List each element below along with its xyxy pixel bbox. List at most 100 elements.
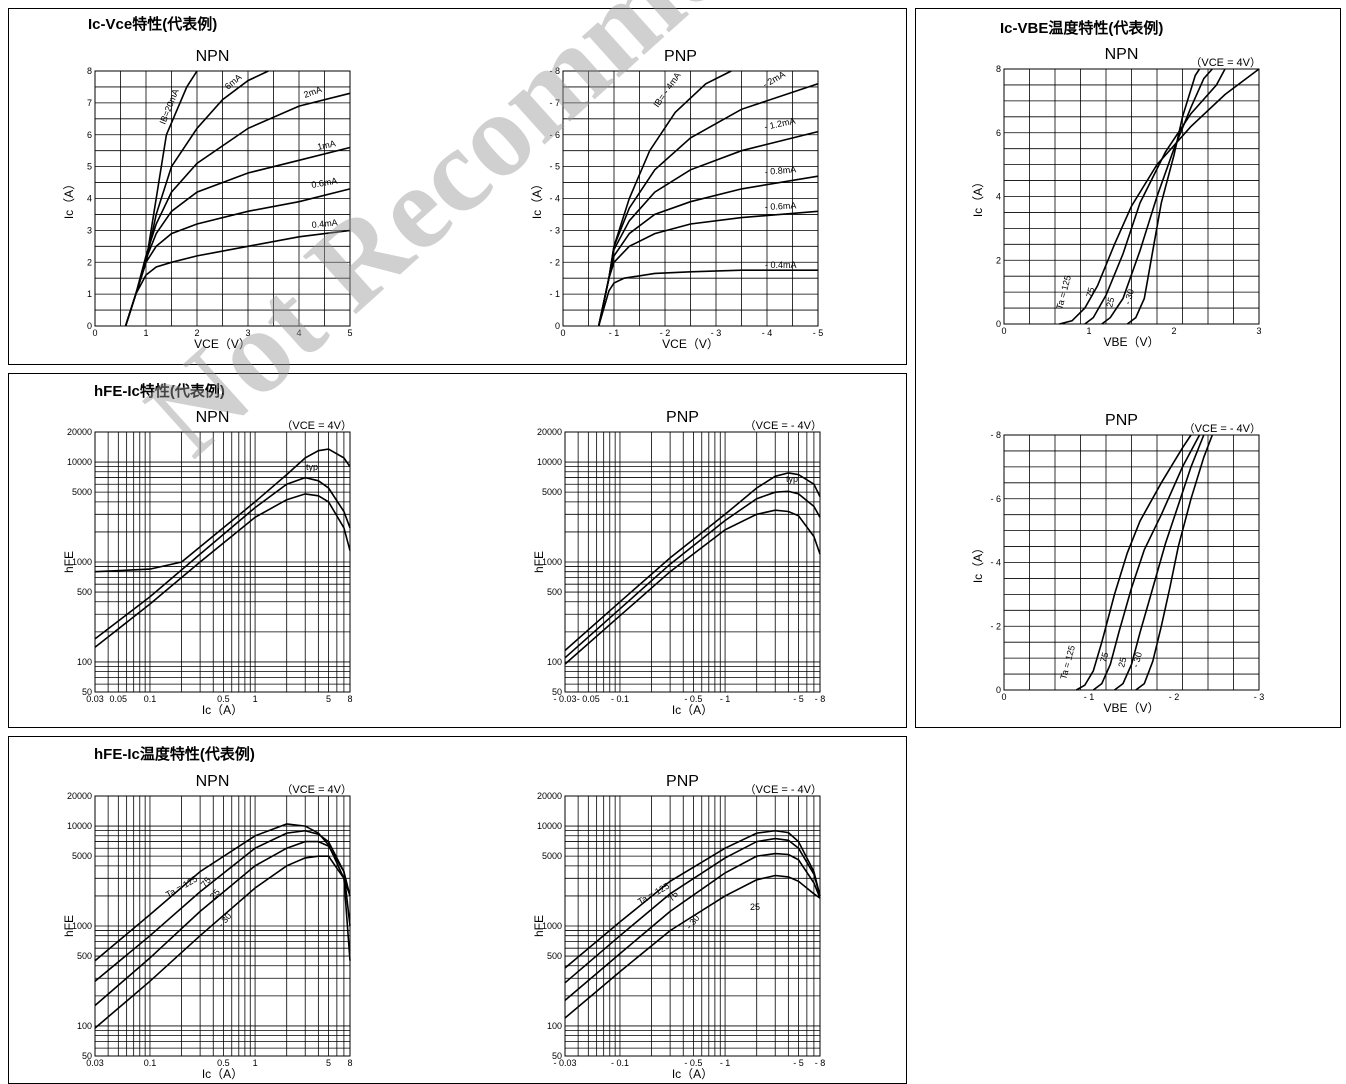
y-tick-label: 7	[87, 98, 92, 108]
x-tick-label: - 0.5	[684, 694, 702, 704]
series-label: - 1.2mA	[763, 116, 796, 132]
series-label: - 30	[1122, 288, 1136, 306]
x-tick-label: - 4	[762, 328, 773, 338]
y-axis-label: Ic（A）	[971, 176, 985, 217]
chart-icvce-npn: 0 1 2 3 4 5 0 1 2 3 4 5 6 7 8 NPN VCE（V） Ic（A） IB=20mA 6mA 2…	[62, 48, 353, 351]
series-label: 0.4mA	[311, 217, 338, 230]
y-axis-label: hFE	[62, 551, 76, 573]
series-line	[1114, 434, 1205, 691]
series-line	[597, 210, 819, 327]
series-label: 75	[199, 875, 213, 889]
x-tick-label: 5	[326, 694, 331, 704]
ic-vce-panel-title: Ic-Vce特性(代表例)	[88, 16, 218, 33]
y-tick-label: - 8	[990, 430, 1001, 440]
chart-condition: （VCE = - 4V）	[745, 783, 822, 796]
y-tick-label: 2	[996, 255, 1001, 265]
y-tick-label: 20000	[67, 791, 92, 801]
series-label: - 0.8mA	[764, 164, 796, 177]
x-tick-label: 5	[326, 1058, 331, 1068]
typ-annotation: typ	[306, 462, 318, 472]
tick-labels: 0 1 2 3 4 5 0 1 2 3 4 5 6 7 8	[87, 66, 353, 338]
y-tick-label: 1000	[72, 921, 92, 931]
series-group	[94, 448, 351, 648]
series-line	[564, 837, 821, 984]
x-tick-label: 0	[1001, 692, 1006, 702]
series-line	[597, 130, 819, 327]
series-label: IB=20mA	[158, 87, 181, 125]
y-tick-label: 100	[77, 1021, 92, 1031]
y-tick-label: 4	[87, 194, 92, 204]
series-label: 6mA	[223, 72, 244, 92]
x-tick-label: - 2	[660, 328, 671, 338]
x-tick-label: - 0.5	[684, 1058, 702, 1068]
x-tick-label: 0.05	[110, 694, 128, 704]
y-tick-label: - 8	[549, 66, 560, 76]
plot-frame	[562, 70, 819, 327]
series-label: 1mA	[316, 138, 336, 152]
tick-labels: 0.03 0.05 0.1 0.5 1 5 8 50 100 500 1000 5000 10000 20…	[67, 427, 353, 704]
grid	[564, 431, 821, 693]
x-tick-label: 0.03	[86, 694, 104, 704]
y-tick-label: 0	[87, 321, 92, 331]
x-tick-label: - 5	[793, 694, 804, 704]
tick-labels: - 0.03- 0.05 - 0.1 - 0.5 - 1 - 5 - 8 50 100 500 1…	[537, 427, 825, 704]
tick-labels: 0 - 1 - 2 - 3 - 4 - 5 0 - 1 - 2 - 3 - 4 - 5 - 6 - 7 - …	[549, 66, 823, 338]
y-tick-label: 1000	[72, 557, 92, 567]
y-tick-label: 4	[996, 192, 1001, 202]
series-label: - 30	[684, 913, 702, 931]
y-tick-label: 100	[547, 1021, 562, 1031]
x-tick-label: - 1	[720, 1058, 731, 1068]
series-labels: IB= - 4mA - 2mA- 1.2mA- 0.8mA- 0.6mA- 0.4…	[651, 69, 796, 270]
chart-hfet-npn: 0.03 0.1 0.5 1 5 8 50 100 500 1000 5000 10000 20000 N…	[62, 773, 353, 1081]
y-tick-label: 1000	[542, 557, 562, 567]
grid	[562, 70, 819, 327]
series-line	[564, 852, 821, 1002]
x-axis-label: VBE（V）	[1103, 701, 1159, 715]
y-tick-label: - 6	[549, 130, 560, 140]
x-tick-label: - 1	[609, 328, 620, 338]
x-axis-label: Ic（A）	[672, 1067, 713, 1081]
series-group	[1059, 68, 1260, 325]
x-tick-label: 1	[1086, 326, 1091, 336]
x-tick-label: - 3	[1254, 692, 1265, 702]
series-label: - 30	[216, 911, 234, 929]
x-tick-label: 0	[92, 328, 97, 338]
series-line	[1135, 434, 1214, 691]
x-axis-label: VBE（V）	[1103, 335, 1159, 349]
series-label: 25	[750, 902, 760, 912]
x-tick-label: 0	[1001, 326, 1006, 336]
x-tick-label: 0.5	[217, 694, 230, 704]
y-tick-label: 500	[77, 951, 92, 961]
x-tick-label: 2	[194, 328, 199, 338]
y-tick-label: - 2	[549, 257, 560, 267]
chart-title: NPN	[196, 409, 230, 426]
series-label: 75	[1098, 651, 1110, 663]
y-tick-label: 20000	[537, 427, 562, 437]
x-tick-label: 3	[245, 328, 250, 338]
series-label: 25	[1104, 296, 1116, 308]
series-line	[597, 269, 818, 327]
x-tick-label: 0.1	[144, 694, 157, 704]
y-tick-label: - 1	[549, 289, 560, 299]
series-line	[94, 493, 351, 648]
x-tick-label: - 2	[1169, 692, 1180, 702]
y-tick-label: 10000	[537, 821, 562, 831]
y-axis-label: Ic（A）	[971, 542, 985, 583]
y-tick-label: 10000	[537, 457, 562, 467]
y-tick-label: 8	[87, 66, 92, 76]
x-tick-label: - 0.1	[611, 694, 629, 704]
x-axis-label: Ic（A）	[672, 703, 713, 717]
y-tick-label: 0	[555, 321, 560, 331]
series-line	[1059, 68, 1260, 325]
x-tick-label: 1	[143, 328, 148, 338]
x-tick-label: 1	[253, 694, 258, 704]
series-group	[1075, 434, 1214, 691]
series-label: 75	[666, 889, 680, 903]
x-axis-label: Ic（A）	[202, 1067, 243, 1081]
x-tick-label: 0	[560, 328, 565, 338]
series-label: 25	[208, 887, 222, 901]
series-line	[94, 448, 351, 573]
series-group	[564, 829, 821, 1019]
x-tick-label: 3	[1256, 326, 1261, 336]
